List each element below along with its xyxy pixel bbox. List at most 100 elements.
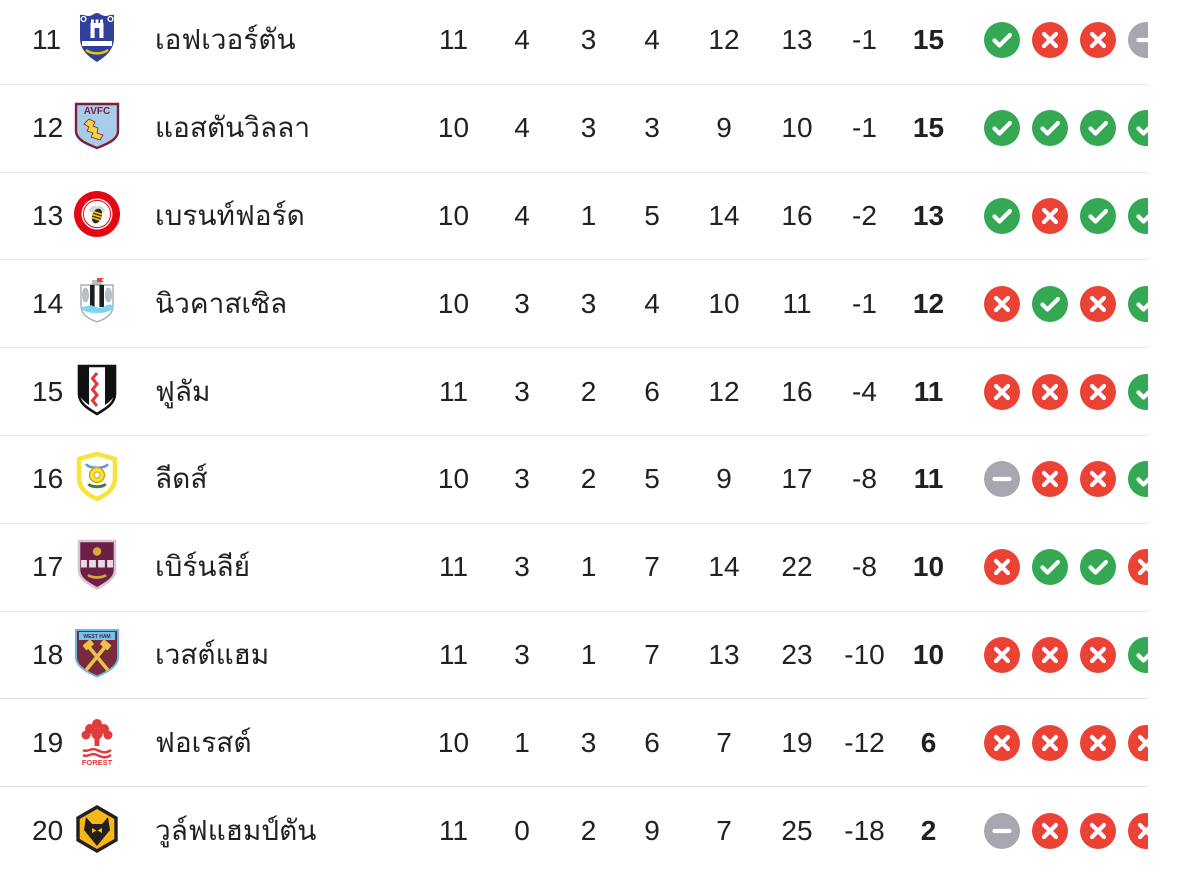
- form-loss-icon[interactable]: [1080, 636, 1116, 673]
- form-win-icon[interactable]: [1080, 110, 1116, 147]
- form-win-icon[interactable]: [984, 110, 1020, 147]
- table-row[interactable]: 16 ลีดส์ 10 3 2 5 9 17 -8 11: [0, 435, 1148, 524]
- stat-points: 13: [912, 199, 945, 231]
- form-win-icon[interactable]: [1128, 285, 1148, 322]
- form-win-icon[interactable]: [1128, 636, 1148, 673]
- form-loss-icon[interactable]: [1080, 724, 1116, 761]
- form-loss-icon[interactable]: [1032, 812, 1068, 849]
- form-win-icon[interactable]: [1128, 197, 1148, 234]
- team-name: แอสตันวิลลา: [155, 112, 311, 144]
- form-loss-icon[interactable]: [1080, 22, 1116, 59]
- form-win-icon[interactable]: [1032, 110, 1068, 147]
- stat-goals-for: 13: [708, 638, 740, 670]
- stat-drawn: 1: [580, 199, 597, 231]
- fulham-crest-icon: [77, 364, 117, 416]
- stat-won: 3: [514, 287, 530, 319]
- stat-won: 3: [514, 638, 530, 670]
- stat-won: 4: [514, 24, 530, 56]
- form-loss-icon[interactable]: [1032, 373, 1068, 410]
- stat-won: 0: [514, 814, 530, 846]
- form-win-icon[interactable]: [1032, 549, 1068, 586]
- form-loss-icon[interactable]: [1032, 724, 1068, 761]
- table-row[interactable]: 20 วูล์ฟแฮมป์ตัน 11 0 2 9 7 25 -18 2: [0, 787, 1148, 874]
- stat-drawn: 3: [580, 112, 597, 144]
- position-number: 18: [32, 638, 64, 670]
- form-win-icon[interactable]: [1128, 110, 1148, 147]
- form-loss-icon[interactable]: [1080, 373, 1116, 410]
- stat-points: 2: [920, 814, 937, 846]
- stat-goals-against: 13: [781, 24, 813, 56]
- form-loss-icon[interactable]: [984, 636, 1020, 673]
- table-row[interactable]: 15 ฟูลัม 11 3 2 6 12 16 -4 11: [0, 348, 1148, 436]
- form-loss-icon[interactable]: [984, 373, 1020, 410]
- team-name: เอฟเวอร์ตัน: [155, 24, 296, 56]
- table-row[interactable]: 11 เอฟเวอร์ตัน 11 4 3 4 12 13 -1 15: [0, 0, 1148, 85]
- stat-goals-against: 17: [781, 463, 813, 495]
- stat-won: 4: [514, 199, 530, 231]
- form-loss-icon[interactable]: [1032, 461, 1068, 498]
- stat-played: 11: [438, 638, 469, 670]
- stat-drawn: 1: [580, 638, 597, 670]
- stat-goal-diff: -1: [852, 287, 877, 319]
- position-number: 17: [32, 551, 64, 583]
- form-icons: [958, 549, 1148, 586]
- stat-lost: 4: [644, 24, 660, 56]
- stat-goals-against: 11: [782, 287, 812, 319]
- stat-goals-against: 25: [781, 814, 813, 846]
- stat-goal-diff: -2: [852, 199, 877, 231]
- form-win-icon[interactable]: [1128, 461, 1148, 498]
- form-win-icon[interactable]: [1032, 285, 1068, 322]
- form-icons: [958, 461, 1148, 498]
- stat-drawn: 2: [580, 375, 597, 407]
- table-row[interactable]: 13 เบรนท์ฟอร์ด 10 4 1 5 14 16 -2 13: [0, 172, 1148, 261]
- stat-goals-for: 7: [716, 726, 732, 758]
- stat-drawn: 3: [580, 287, 597, 319]
- form-loss-icon[interactable]: [1080, 812, 1116, 849]
- form-loss-icon[interactable]: [1128, 724, 1148, 761]
- form-loss-icon[interactable]: [984, 285, 1020, 322]
- form-draw-icon[interactable]: [1128, 22, 1148, 59]
- form-loss-icon[interactable]: [1128, 549, 1148, 586]
- stat-won: 1: [514, 726, 530, 758]
- form-loss-icon[interactable]: [1128, 812, 1148, 849]
- form-loss-icon[interactable]: [1080, 461, 1116, 498]
- west-ham-crest-icon: WEST HAM: [75, 628, 119, 678]
- team-name: ลีดส์: [155, 463, 208, 495]
- form-win-icon[interactable]: [1080, 549, 1116, 586]
- form-loss-icon[interactable]: [984, 549, 1020, 586]
- form-loss-icon[interactable]: [1080, 285, 1116, 322]
- form-win-icon[interactable]: [984, 197, 1020, 234]
- stat-won: 3: [514, 463, 530, 495]
- form-win-icon[interactable]: [1080, 197, 1116, 234]
- form-loss-icon[interactable]: [1032, 636, 1068, 673]
- form-loss-icon[interactable]: [1032, 22, 1068, 59]
- form-draw-icon[interactable]: [984, 812, 1020, 849]
- table-row[interactable]: 12 AVFC แอสตันวิลลา 10 4 3 3 9 10 -1 15: [0, 84, 1148, 173]
- form-win-icon[interactable]: [1128, 373, 1148, 410]
- team-name: ฟูลัม: [155, 375, 211, 407]
- form-win-icon[interactable]: [984, 22, 1020, 59]
- stat-points: 10: [912, 638, 945, 670]
- form-loss-icon[interactable]: [1032, 197, 1068, 234]
- club-crest: FOREST: [70, 715, 124, 767]
- stat-points: 10: [912, 551, 945, 583]
- table-row[interactable]: 14 นิวคาสเซิล 10 3 3 4 10 11 -1 12: [0, 260, 1148, 349]
- stat-goal-diff: -8: [852, 463, 877, 495]
- team-name: เบิร์นลีย์: [155, 551, 251, 583]
- stat-lost: 6: [644, 726, 660, 758]
- stat-goal-diff: -1: [852, 24, 877, 56]
- table-row[interactable]: 17 เบิร์นลีย์ 11 3 1 7 14 22 -8 10: [0, 523, 1148, 612]
- stat-goals-against: 19: [781, 726, 813, 758]
- form-loss-icon[interactable]: [984, 724, 1020, 761]
- club-crest: [70, 277, 124, 326]
- table-row[interactable]: 19 FOREST ฟอเรสต์ 10 1 3 6 7 19 -12 6: [0, 699, 1148, 788]
- form-draw-icon[interactable]: [984, 461, 1020, 498]
- club-crest: [70, 451, 124, 503]
- stat-lost: 7: [644, 638, 660, 670]
- stat-played: 10: [437, 726, 470, 758]
- club-crest: [70, 364, 124, 416]
- stat-played: 11: [438, 375, 469, 407]
- stat-drawn: 2: [580, 463, 597, 495]
- table-row[interactable]: 18 WEST HAM เวสต์แฮม 11 3 1 7 13 23 -10 …: [0, 611, 1148, 700]
- standings-table: 11 เอฟเวอร์ตัน 11 4 3 4 12 13 -1 15 12 A…: [0, 0, 1148, 874]
